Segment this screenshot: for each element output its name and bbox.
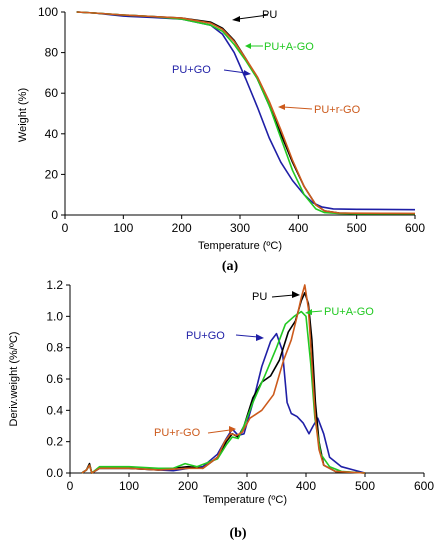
series-group-b (81, 284, 366, 474)
axis-ticks-a: 0 100 200 300 400 500 600 0 20 40 60 80 100 (38, 5, 425, 235)
x-tick-label: 300 (230, 221, 250, 235)
annotation-label: PU (252, 291, 267, 303)
x-axis-label-b: Temperature (ºC) (203, 494, 287, 506)
annotation-label: PU (262, 9, 277, 21)
plot-frame-a (64, 12, 415, 216)
x-tick-label: 100 (119, 479, 139, 493)
annotation-label: PU+r-GO (154, 427, 201, 439)
annotation-label: PU+GO (186, 330, 225, 342)
axis-ticks-b: 0 100 200 300 400 500 600 0.0 0.2 0.4 0.6 0.8 1.0 1.2 (46, 278, 434, 493)
panel-label-a: (a) (222, 259, 239, 274)
x-tick-label: 200 (178, 479, 198, 493)
panel-label-b: (b) (229, 526, 246, 541)
chart-b: 0 100 200 300 400 500 600 0.0 0.2 0.4 0.6 0.8 1.0 1.2… (8, 278, 434, 541)
series-group-a (76, 11, 416, 215)
annotation-pu-a-go-a: PU+A-GO (245, 41, 314, 53)
series-line-pu-go-b (81, 332, 366, 474)
annotation-pu-a: PU (232, 9, 277, 22)
y-tick-label: 20 (45, 167, 59, 181)
x-tick-label: 0 (67, 479, 74, 493)
x-tick-label: 400 (296, 479, 316, 493)
x-tick-label: 500 (347, 221, 367, 235)
chart-a: 0 100 200 300 400 500 600 0 20 40 60 80 100 Weight (… (17, 5, 425, 274)
y-tick-label: 60 (45, 86, 59, 100)
x-tick-label: 200 (172, 221, 192, 235)
annotation-label: PU+r-GO (314, 104, 361, 116)
annotation-label: PU+GO (172, 64, 211, 76)
y-tick-label: 40 (45, 127, 59, 141)
x-tick-label: 400 (288, 221, 308, 235)
y-axis-label-b: Deriv.weight (%/ºC) (8, 332, 20, 427)
x-tick-label: 600 (405, 221, 425, 235)
x-tick-label: 600 (414, 479, 434, 493)
annotation-label: PU+A-GO (324, 306, 374, 318)
annotation-pu-a-go-b: PU+A-GO (305, 306, 374, 318)
y-tick-label: 0 (51, 208, 58, 222)
annotation-pu-r-go-a: PU+r-GO (278, 104, 361, 116)
y-axis-label-a: Weight (%) (17, 88, 29, 142)
series-line-pu-r-go-b (81, 284, 366, 474)
series-line-pu-a (76, 11, 416, 215)
y-tick-label: 0.8 (46, 341, 63, 355)
annotation-label: PU+A-GO (264, 41, 314, 53)
series-line-pu-go-a (76, 11, 416, 211)
annotation-pu-b: PU (252, 291, 300, 303)
y-tick-label: 80 (45, 46, 59, 60)
x-tick-label: 500 (355, 479, 375, 493)
y-tick-label: 100 (38, 5, 58, 19)
x-axis-label-a: Temperature (ºC) (198, 240, 282, 252)
y-tick-label: 0.4 (46, 403, 63, 417)
x-tick-label: 0 (62, 221, 69, 235)
x-tick-label: 300 (237, 479, 257, 493)
x-tick-label: 100 (113, 221, 133, 235)
annotation-pu-go-a: PU+GO (172, 64, 251, 76)
series-line-pu-a-go-a (76, 11, 415, 215)
y-tick-label: 1.0 (46, 309, 63, 323)
y-tick-label: 1.2 (46, 278, 63, 292)
y-tick-label: 0.0 (46, 466, 63, 480)
y-tick-label: 0.2 (46, 435, 63, 449)
annotation-pu-r-go-b: PU+r-GO (154, 426, 236, 439)
y-tick-label: 0.6 (46, 372, 63, 386)
annotation-pu-go-b: PU+GO (186, 330, 264, 342)
series-line-pu-r-go-a (76, 11, 416, 215)
